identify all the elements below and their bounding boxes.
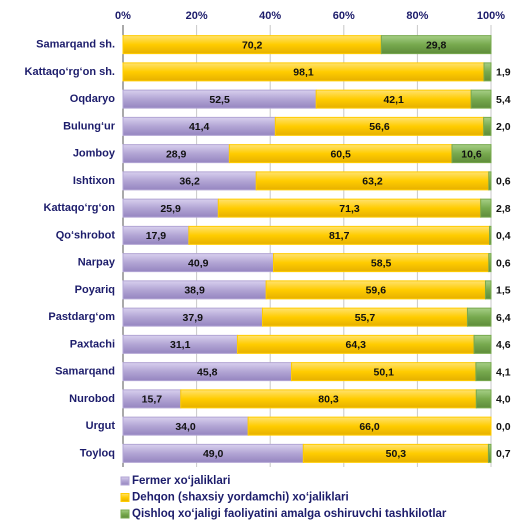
bar-segment (247, 416, 492, 436)
y-tick-label: Pastdarg‘om (48, 311, 115, 323)
value-label: 10,6 (461, 148, 482, 160)
y-tick-label: Urgut (86, 420, 116, 432)
value-label: 70,2 (242, 39, 263, 51)
value-label: 63,2 (362, 176, 383, 188)
value-label: 64,3 (346, 339, 367, 351)
bar-segment (466, 307, 492, 327)
y-tick-label: Narpay (78, 257, 116, 269)
value-label: 60,5 (330, 148, 351, 160)
value-label: 52,5 (209, 94, 230, 106)
legend-label: Dehqon (shaxsiy yordamchi) xo‘jaliklari (132, 492, 349, 504)
bar-segment (475, 389, 492, 409)
bar-segment (473, 334, 492, 354)
value-label: 66,0 (359, 421, 380, 433)
bar-segment (484, 280, 492, 300)
legend-swatch (120, 493, 130, 502)
y-tick-label: Poyariq (75, 284, 115, 296)
value-label: 17,9 (146, 230, 167, 242)
y-tick-label: Kattaqo‘rg‘on sh. (25, 66, 115, 78)
value-label: 0,4 (496, 230, 511, 242)
value-label: 0,6 (496, 257, 511, 269)
value-label: 50,3 (386, 448, 407, 460)
value-label: 55,7 (355, 312, 376, 324)
value-label: 2,0 (496, 121, 511, 133)
value-label: 42,1 (383, 94, 404, 106)
value-label: 28,9 (166, 148, 187, 160)
y-tick-label: Samarqand (55, 366, 115, 378)
value-label: 34,0 (175, 421, 196, 433)
bar-segment (475, 362, 492, 382)
y-tick-label: Oqdaryo (70, 93, 116, 105)
legend-swatch (120, 509, 130, 519)
value-label: 37,9 (183, 312, 204, 324)
legend-swatch (120, 476, 130, 486)
value-label: 40,9 (188, 257, 209, 269)
value-label: 45,8 (197, 366, 218, 378)
y-tick-label: Kattaqo‘rg‘on (44, 202, 116, 214)
y-tick-label: Paxtachi (70, 338, 115, 350)
bar-segment (483, 62, 492, 82)
value-label: 31,1 (170, 339, 191, 351)
bar-segment (380, 35, 492, 55)
value-label: 1,5 (496, 285, 511, 297)
value-label: 38,9 (184, 285, 205, 297)
x-tick-label: 60% (333, 10, 355, 22)
y-tick-label: Nurobod (69, 393, 115, 405)
value-label: 36,2 (179, 176, 200, 188)
y-tick-label: Jomboy (73, 148, 116, 160)
bar-segment (487, 443, 492, 463)
value-label: 4,1 (496, 366, 511, 378)
x-tick-label: 80% (406, 10, 428, 22)
value-label: 25,9 (160, 203, 181, 215)
x-tick-label: 40% (259, 10, 281, 22)
x-tick-label: 100% (477, 10, 505, 22)
value-label: 50,1 (374, 366, 395, 378)
value-label: 4,0 (496, 394, 511, 406)
value-label: 0,0 (496, 421, 511, 433)
value-label: 71,3 (339, 203, 360, 215)
legend-label: Fermer xo‘jaliklari (132, 475, 230, 487)
value-label: 81,7 (329, 230, 350, 242)
bar-segment (488, 253, 492, 273)
x-tick-label: 20% (186, 10, 208, 22)
legend-label: Qishloq xo‘jaligi faoliyatini amalga osh… (132, 508, 447, 520)
y-tick-label: Samarqand sh. (36, 39, 115, 51)
value-label: 59,6 (366, 285, 387, 297)
value-label: 6,4 (496, 312, 511, 324)
value-label: 41,4 (189, 121, 210, 133)
value-label: 0,7 (496, 448, 511, 460)
value-label: 1,9 (496, 67, 511, 79)
value-label: 58,5 (371, 257, 392, 269)
bar-segment (470, 89, 492, 109)
y-tick-label: Qo‘shrobot (56, 229, 116, 241)
value-label: 80,3 (318, 394, 339, 406)
value-label: 0,6 (496, 176, 511, 188)
value-label: 29,8 (426, 39, 447, 51)
value-label: 49,0 (203, 448, 224, 460)
x-tick-label: 0% (115, 10, 131, 22)
bar-segment (488, 171, 492, 191)
value-label: 56,6 (369, 121, 390, 133)
bar-segment (483, 116, 492, 136)
bar-segment (480, 198, 492, 218)
value-label: 98,1 (293, 67, 314, 79)
y-tick-label: Toyloq (80, 447, 115, 459)
value-label: 4,6 (496, 339, 511, 351)
value-label: 5,4 (496, 94, 511, 106)
y-tick-label: Ishtixon (73, 175, 115, 187)
bar-segment (489, 225, 492, 245)
bar-segment (451, 144, 492, 164)
value-label: 2,8 (496, 203, 511, 215)
value-label: 15,7 (142, 394, 163, 406)
y-tick-label: Bulung‘ur (63, 120, 116, 132)
